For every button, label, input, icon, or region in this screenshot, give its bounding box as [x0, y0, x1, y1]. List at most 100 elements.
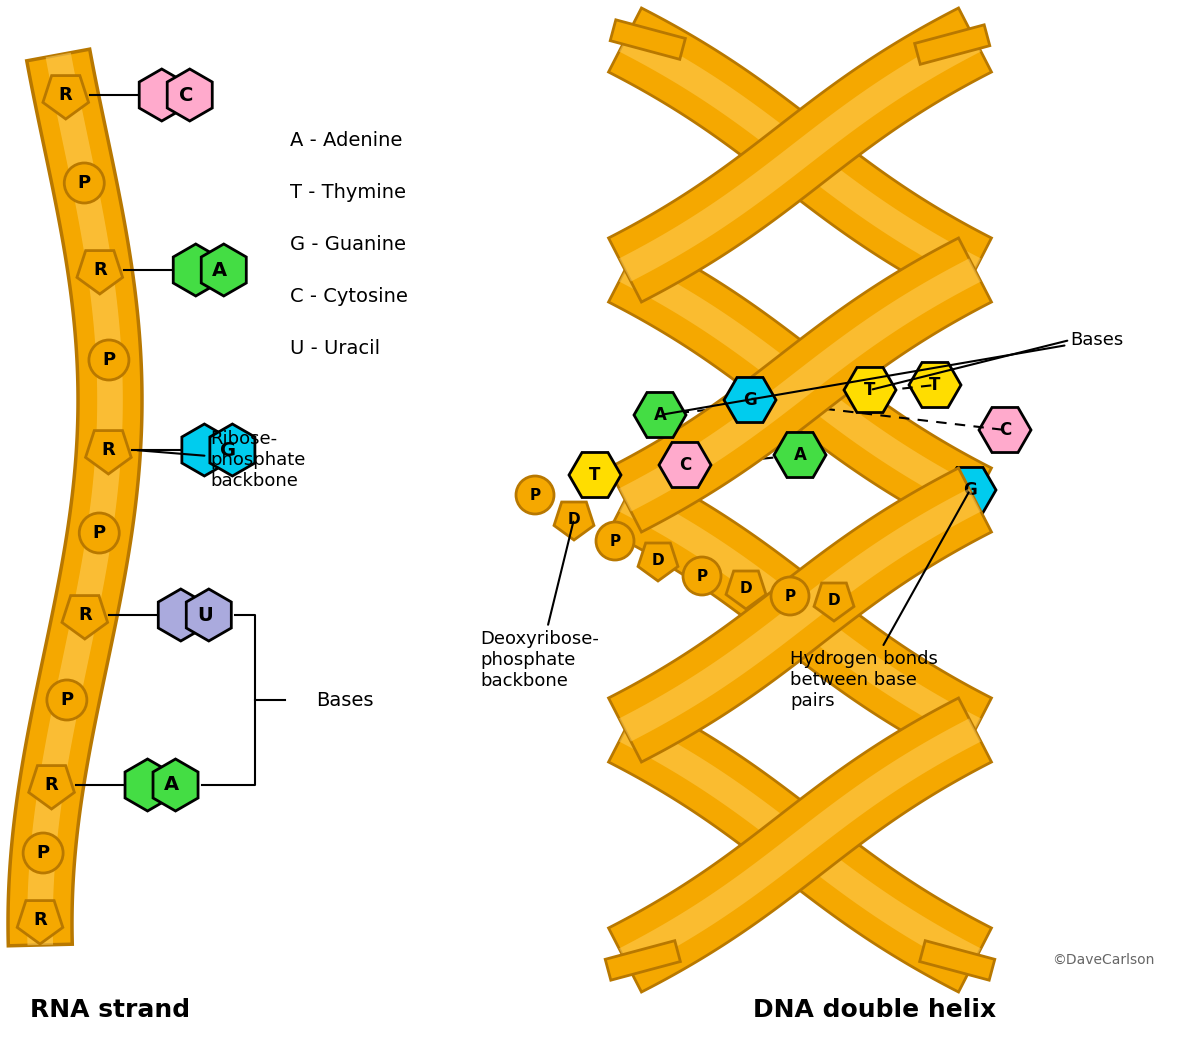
Text: A: A: [164, 776, 179, 794]
Polygon shape: [554, 502, 594, 540]
Polygon shape: [28, 53, 122, 946]
Polygon shape: [619, 488, 980, 741]
Polygon shape: [634, 392, 686, 438]
Polygon shape: [608, 8, 991, 302]
Polygon shape: [814, 583, 854, 621]
Text: Hydrogen bonds
between base
pairs: Hydrogen bonds between base pairs: [790, 493, 968, 709]
Polygon shape: [167, 69, 212, 121]
Text: G: G: [221, 441, 236, 459]
Text: Deoxyribose-
phosphate
backbone: Deoxyribose- phosphate backbone: [480, 522, 599, 690]
Polygon shape: [85, 430, 131, 474]
Polygon shape: [944, 468, 996, 512]
Polygon shape: [608, 237, 991, 532]
Polygon shape: [154, 759, 198, 811]
Text: R: R: [34, 910, 47, 929]
Polygon shape: [62, 595, 108, 639]
Text: A: A: [654, 407, 666, 424]
Polygon shape: [910, 363, 961, 408]
Text: T: T: [864, 381, 876, 399]
Text: Ribose-
phosphate
backbone: Ribose- phosphate backbone: [137, 430, 305, 489]
Text: U: U: [197, 606, 212, 624]
Polygon shape: [186, 589, 232, 641]
Text: T - Thymine: T - Thymine: [290, 183, 406, 201]
Text: R: R: [102, 441, 115, 459]
Polygon shape: [173, 244, 218, 296]
Text: Bases: Bases: [316, 691, 373, 709]
Text: R: R: [59, 86, 73, 104]
Text: D: D: [652, 553, 665, 567]
Circle shape: [65, 163, 104, 203]
Circle shape: [79, 513, 119, 553]
Text: P: P: [529, 487, 540, 503]
Text: R: R: [92, 261, 107, 279]
Text: RNA strand: RNA strand: [30, 998, 190, 1022]
Text: P: P: [36, 844, 49, 862]
Polygon shape: [43, 76, 89, 119]
Polygon shape: [619, 28, 980, 281]
Polygon shape: [979, 408, 1031, 452]
Polygon shape: [569, 452, 622, 498]
Polygon shape: [210, 424, 254, 476]
Polygon shape: [29, 765, 74, 809]
Polygon shape: [608, 8, 991, 302]
Text: P: P: [60, 691, 73, 709]
Polygon shape: [182, 424, 227, 476]
Circle shape: [683, 557, 721, 595]
Polygon shape: [611, 20, 685, 59]
Text: A: A: [212, 260, 227, 280]
Text: C: C: [998, 421, 1012, 439]
Polygon shape: [202, 244, 246, 296]
Polygon shape: [17, 900, 62, 944]
Polygon shape: [158, 589, 203, 641]
Polygon shape: [77, 251, 122, 295]
Circle shape: [596, 522, 634, 560]
Polygon shape: [914, 25, 990, 64]
Text: G: G: [743, 391, 757, 409]
Text: A - Adenine: A - Adenine: [290, 131, 402, 149]
Text: D: D: [828, 592, 840, 608]
Circle shape: [47, 680, 86, 720]
Polygon shape: [605, 941, 680, 980]
Polygon shape: [774, 432, 826, 477]
Polygon shape: [638, 543, 678, 581]
Polygon shape: [619, 719, 980, 972]
Text: D: D: [568, 511, 581, 527]
Polygon shape: [844, 367, 896, 413]
Polygon shape: [8, 49, 142, 946]
Polygon shape: [619, 258, 980, 511]
Polygon shape: [619, 28, 980, 281]
Polygon shape: [608, 468, 991, 762]
Polygon shape: [619, 719, 980, 972]
Polygon shape: [724, 377, 776, 422]
Text: C: C: [179, 85, 193, 105]
Text: G: G: [964, 481, 977, 499]
Text: P: P: [102, 351, 115, 369]
Circle shape: [23, 833, 64, 873]
Text: P: P: [78, 174, 91, 192]
Text: P: P: [785, 589, 796, 604]
Polygon shape: [659, 443, 712, 487]
Text: G - Guanine: G - Guanine: [290, 234, 406, 253]
Text: DNA double helix: DNA double helix: [754, 998, 996, 1022]
Polygon shape: [608, 698, 991, 992]
Text: D: D: [739, 581, 752, 595]
Polygon shape: [608, 468, 991, 762]
Circle shape: [772, 577, 809, 615]
Polygon shape: [608, 237, 991, 532]
Text: P: P: [610, 533, 620, 549]
Text: P: P: [92, 524, 106, 542]
Polygon shape: [139, 69, 185, 121]
Text: C - Cytosine: C - Cytosine: [290, 286, 408, 306]
Text: T: T: [589, 466, 601, 484]
Text: ©DaveCarlson: ©DaveCarlson: [1052, 953, 1154, 966]
Text: A: A: [793, 446, 806, 464]
Text: T: T: [929, 376, 941, 394]
Polygon shape: [619, 258, 980, 511]
Circle shape: [516, 476, 554, 514]
Polygon shape: [125, 759, 170, 811]
Polygon shape: [726, 571, 766, 609]
Text: P: P: [696, 568, 708, 584]
Polygon shape: [608, 698, 991, 992]
Text: C: C: [679, 456, 691, 474]
Polygon shape: [619, 488, 980, 741]
